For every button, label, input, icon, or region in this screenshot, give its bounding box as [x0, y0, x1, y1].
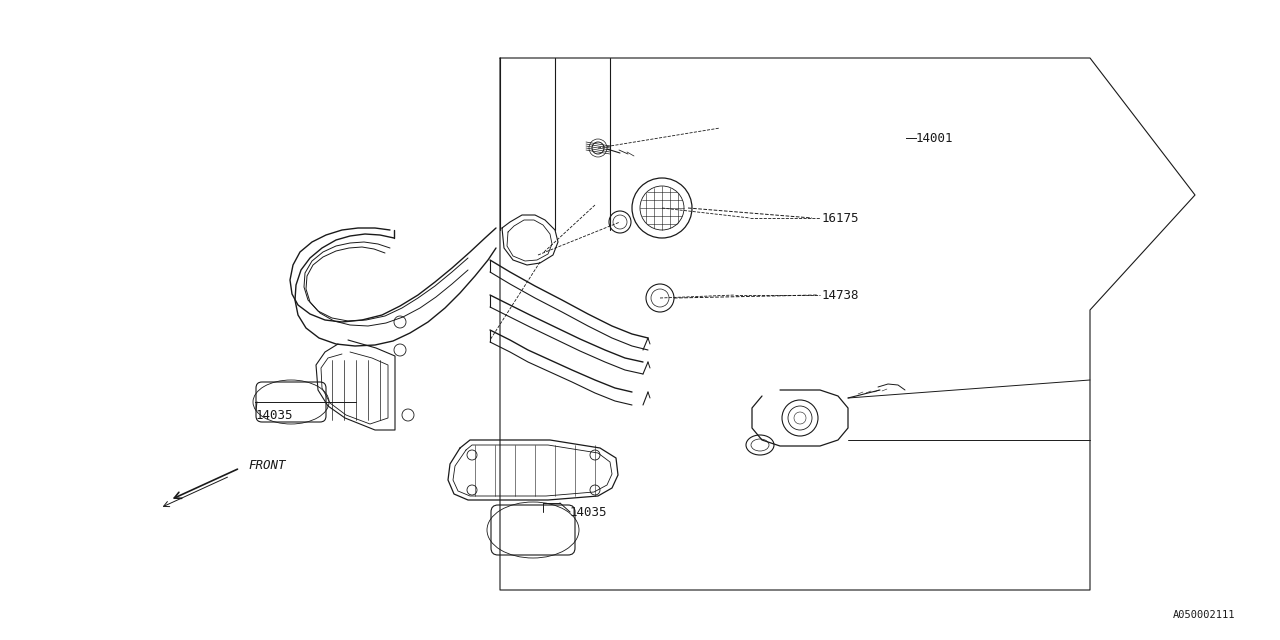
- Text: 14035: 14035: [256, 408, 293, 422]
- Text: 14035: 14035: [570, 506, 608, 518]
- Text: 16175: 16175: [822, 211, 859, 225]
- Text: 14738: 14738: [822, 289, 859, 301]
- Text: FRONT: FRONT: [248, 458, 285, 472]
- Text: 14001: 14001: [916, 131, 954, 145]
- Text: A050002111: A050002111: [1172, 610, 1235, 620]
